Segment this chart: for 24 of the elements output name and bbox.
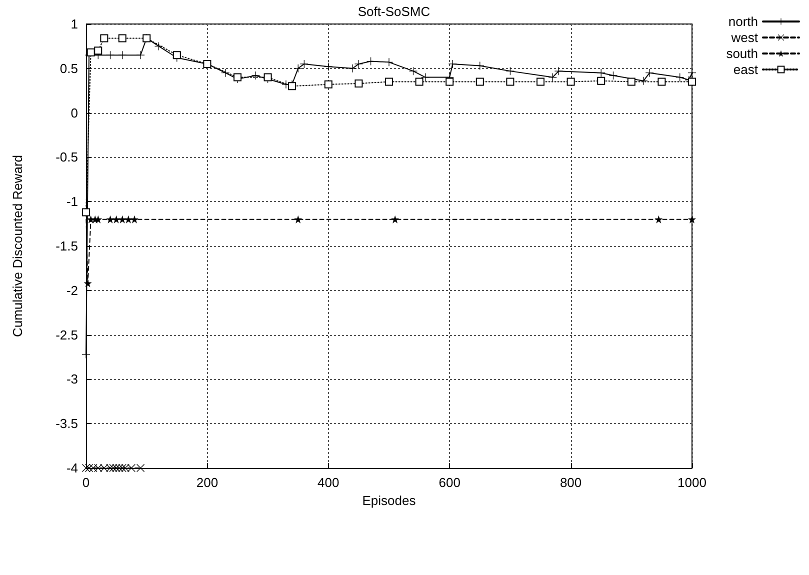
x-tick-label: 1000	[678, 475, 706, 490]
chart-title: Soft-SoSMC	[358, 4, 430, 19]
x-axis-title: Episodes	[362, 493, 416, 508]
y-tick-label: -4	[66, 460, 78, 476]
legend-label: west	[730, 30, 758, 45]
y-tick-label: -3	[66, 372, 78, 387]
x-tick-label: 600	[438, 475, 460, 490]
y-tick-label: -2.5	[56, 327, 78, 342]
y-tick-label: -2	[66, 282, 78, 298]
x-tick-label: 400	[318, 475, 340, 490]
legend-label: north	[728, 14, 758, 29]
x-tick-label: 0	[82, 475, 90, 490]
x-tick-label: 800	[560, 475, 582, 490]
y-tick-label: 1	[70, 16, 78, 32]
y-tick-label: -0.5	[56, 150, 78, 165]
y-tick-label: -3.5	[56, 416, 78, 432]
x-tick-label: 200	[196, 475, 218, 490]
legend-label: east	[733, 62, 758, 77]
y-tick-label: 0	[70, 105, 78, 120]
y-axis-title: Cumulative Discounted Reward	[10, 154, 25, 338]
y-tick-label: -1.5	[56, 238, 78, 254]
y-tick-label: 0.5	[60, 60, 78, 76]
legend-label: south	[726, 46, 758, 61]
y-tick-label: -1	[66, 194, 78, 210]
